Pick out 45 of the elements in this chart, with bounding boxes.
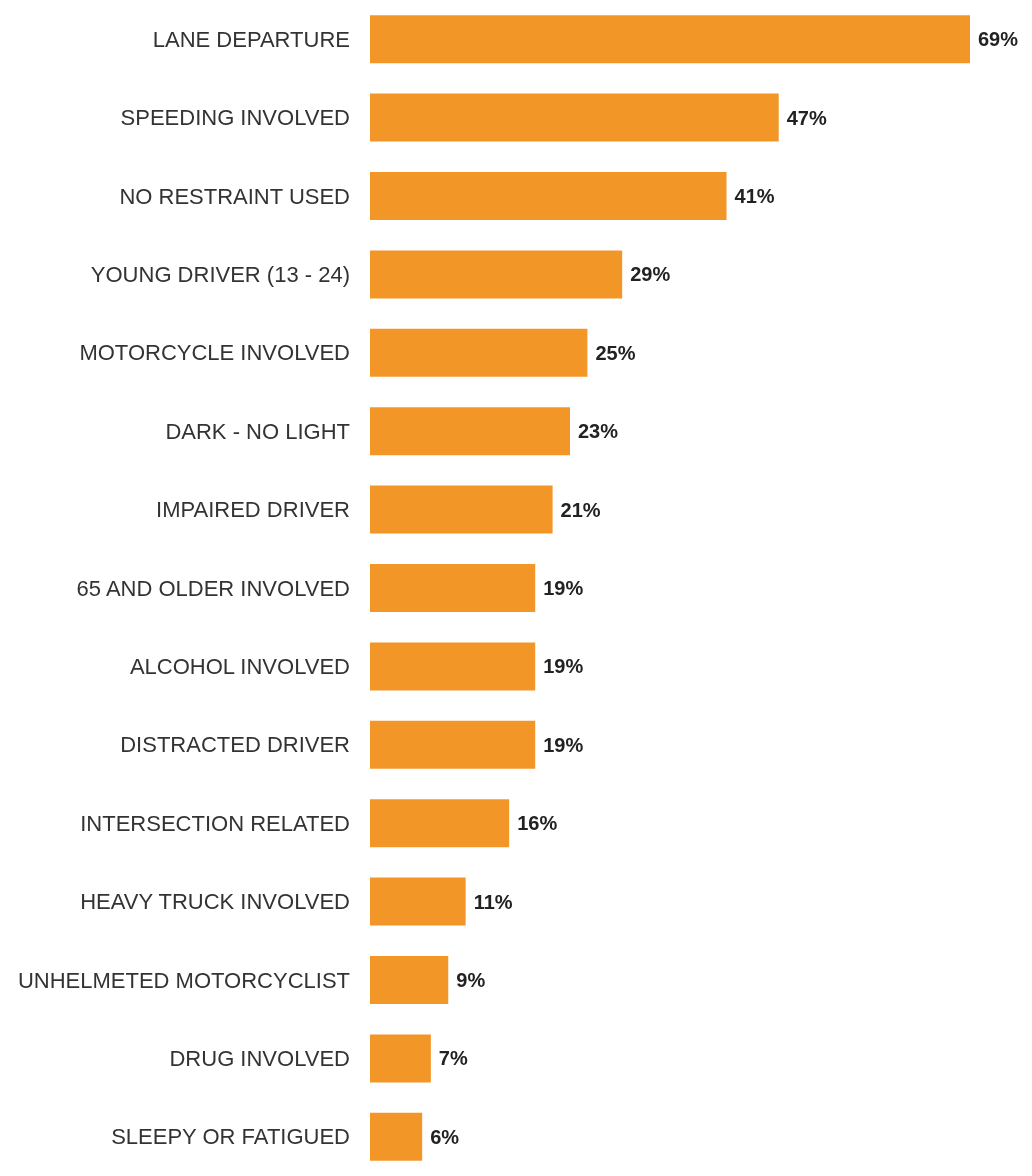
- y-tick-label: YOUNG DRIVER (13 - 24): [90, 261, 350, 287]
- bar: [370, 1112, 423, 1161]
- y-tick-label: ALCOHOL INVOLVED: [129, 653, 350, 679]
- y-tick-label: HEAVY TRUCK INVOLVED: [80, 889, 350, 915]
- data-label: 7%: [438, 1047, 468, 1070]
- y-tick-label: 65 AND OLDER INVOLVED: [76, 575, 350, 601]
- data-label: 41%: [734, 185, 775, 207]
- data-label: 23%: [578, 420, 619, 443]
- bar: [370, 564, 536, 612]
- data-label: 16%: [517, 812, 558, 835]
- y-tick-label: DRUG INVOLVED: [169, 1045, 350, 1071]
- data-label: 47%: [786, 106, 827, 129]
- bar: [370, 956, 449, 1004]
- data-label: 9%: [456, 969, 486, 991]
- bar: [370, 1034, 431, 1083]
- bar: [370, 720, 536, 769]
- y-tick-label: DARK - NO LIGHT: [165, 418, 350, 444]
- bar: [370, 877, 466, 926]
- y-tick-label: UNHELMETED MOTORCYCLIST: [17, 967, 350, 993]
- y-tick-label: IMPAIRED DRIVER: [156, 497, 350, 523]
- bar: [370, 328, 588, 377]
- bar: [370, 407, 570, 456]
- bar: [370, 642, 536, 691]
- data-label: 25%: [595, 341, 636, 364]
- data-label: 29%: [630, 263, 671, 286]
- y-tick-label: INTERSECTION RELATED: [80, 810, 350, 836]
- data-label: 19%: [543, 655, 584, 678]
- y-tick-label: DISTRACTED DRIVER: [120, 732, 350, 758]
- data-label: 6%: [430, 1125, 460, 1148]
- bar: [370, 93, 779, 142]
- data-label: 19%: [543, 577, 584, 599]
- bar: [370, 250, 623, 299]
- bar: [370, 15, 970, 64]
- data-label: 69%: [978, 28, 1019, 51]
- bar: [370, 172, 727, 220]
- bar: [370, 485, 553, 534]
- y-tick-label: SLEEPY OR FATIGUED: [111, 1124, 350, 1150]
- data-label: 11%: [473, 890, 513, 913]
- bar: [370, 799, 510, 848]
- y-tick-label: NO RESTRAINT USED: [119, 183, 350, 209]
- y-tick-label: LANE DEPARTURE: [152, 26, 350, 52]
- data-label: 21%: [560, 498, 601, 521]
- y-tick-label: SPEEDING INVOLVED: [120, 105, 350, 131]
- y-tick-label: MOTORCYCLE INVOLVED: [79, 340, 350, 366]
- data-label: 19%: [543, 733, 584, 756]
